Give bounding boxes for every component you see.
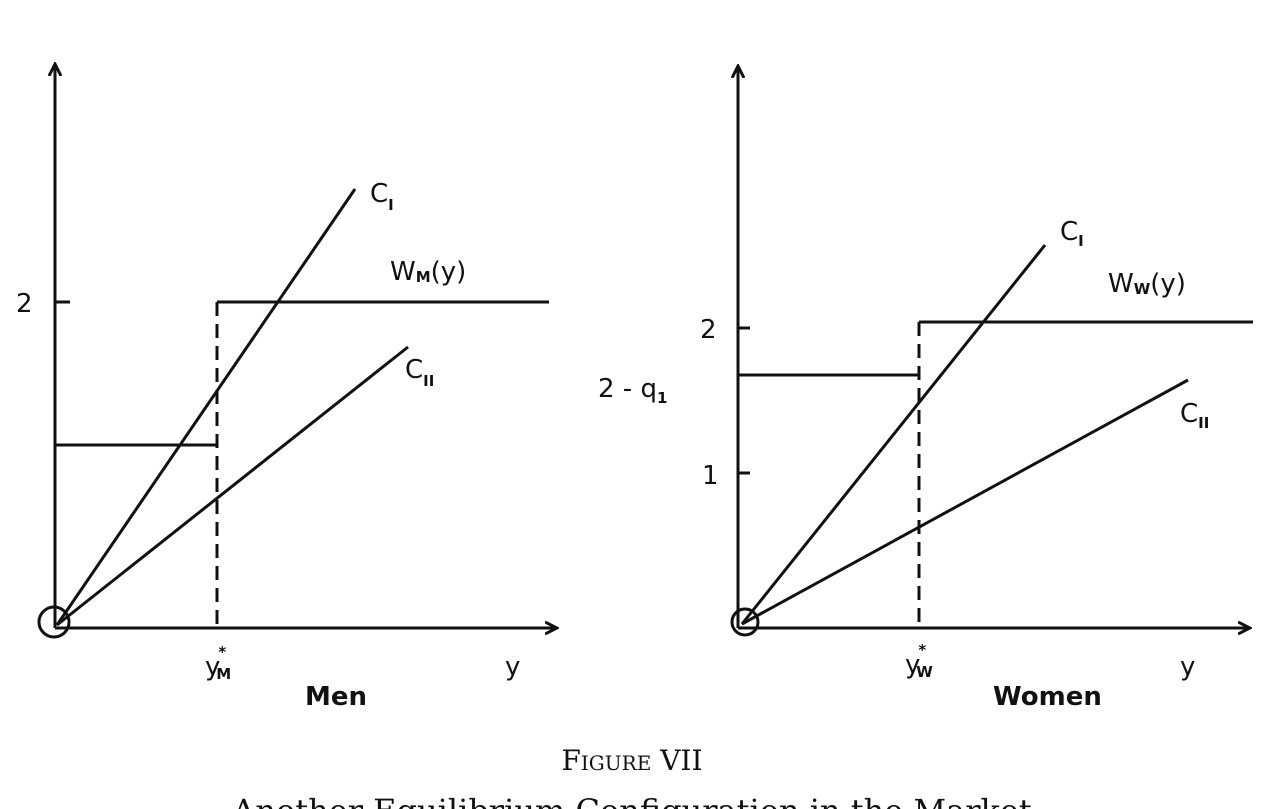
men-threshold-label: y* M bbox=[205, 643, 231, 683]
figure-caption: Figure VII bbox=[561, 744, 702, 777]
women-tick-label-2: 2 bbox=[700, 315, 717, 345]
men-cost-I-label: CI bbox=[370, 179, 394, 214]
figure-subtitle: Another Equilibrium Configuration in the… bbox=[231, 792, 1032, 809]
women-wage-label: WW(y) bbox=[1108, 269, 1186, 299]
women-cost-II-label: CII bbox=[1180, 399, 1209, 432]
women-panel: 2 1 2 - q1 CI WW(y) CII y* W y Women bbox=[598, 66, 1253, 712]
women-cost-I-line bbox=[740, 244, 1047, 625]
women-cost-II-line bbox=[741, 378, 1189, 626]
men-panel-title: Men bbox=[305, 682, 367, 712]
men-tick-label-2: 2 bbox=[16, 289, 33, 319]
men-wage-label: WM(y) bbox=[390, 257, 466, 287]
men-origin-circle bbox=[37, 605, 71, 639]
men-cost-II-label: CII bbox=[405, 355, 434, 390]
men-cost-II-line bbox=[56, 345, 409, 627]
women-tick-label-2-minus-q1: 2 - q1 bbox=[598, 374, 667, 407]
women-cost-I-label: CI bbox=[1060, 217, 1084, 250]
men-panel: 2 CI WM(y) CII y* M y Men bbox=[16, 64, 557, 712]
men-cost-I-line bbox=[55, 188, 357, 626]
men-x-label: y bbox=[505, 652, 520, 682]
women-panel-title: Women bbox=[993, 682, 1102, 712]
women-threshold-label: y* W bbox=[905, 641, 933, 681]
women-tick-label-1: 1 bbox=[702, 461, 719, 491]
women-x-label: y bbox=[1180, 652, 1195, 682]
women-origin-circle bbox=[730, 607, 760, 637]
